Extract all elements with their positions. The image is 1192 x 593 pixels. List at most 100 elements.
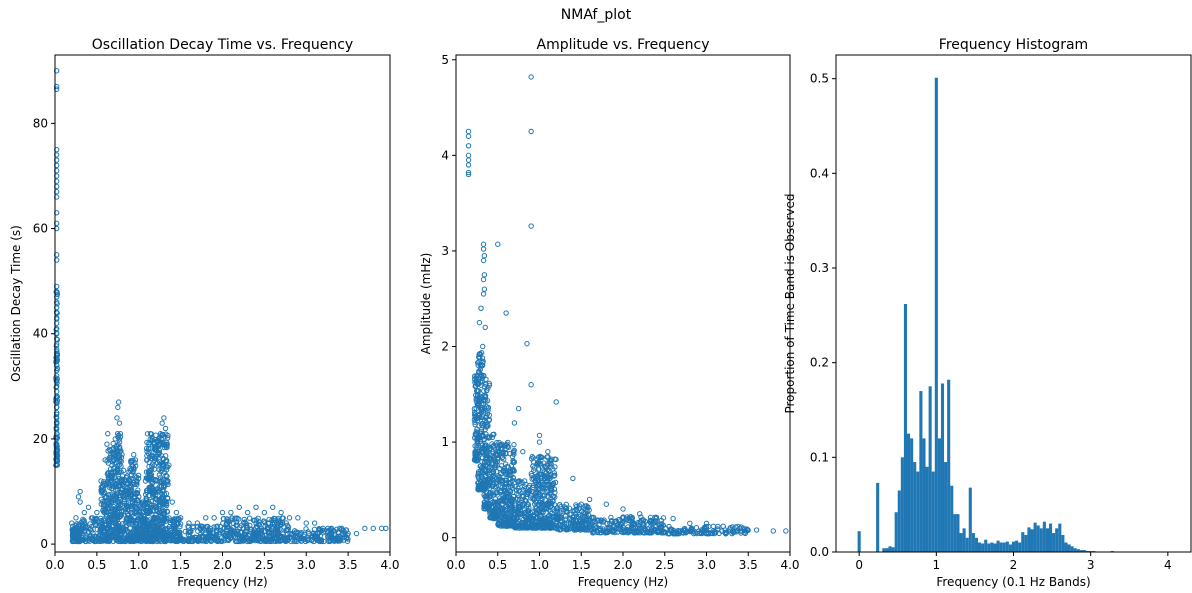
scatter-point-dense: [530, 484, 536, 491]
scatter-point-dense: [499, 485, 505, 491]
x-tick-label: 0.0: [446, 558, 465, 572]
scatter-point-dense: [496, 521, 503, 527]
scatter-point-dense: [595, 517, 601, 523]
scatter-point: [116, 420, 123, 426]
scatter-point-dense: [255, 515, 261, 522]
scatter-point-dense: [481, 392, 488, 399]
scatter-point-dense: [558, 503, 564, 510]
scatter-point-dense: [119, 530, 125, 537]
scatter-point-dense: [334, 526, 340, 533]
scatter-point: [53, 294, 60, 300]
scatter-point-dense: [111, 475, 118, 481]
scatter-point-dense: [481, 477, 488, 484]
scatter-point-dense: [543, 524, 549, 531]
scatter-point: [136, 494, 142, 500]
scatter-point-dense: [553, 456, 559, 463]
y-tick-label: 0.4: [810, 166, 829, 180]
scatter-point-dense: [487, 473, 493, 480]
scatter-point: [161, 415, 167, 421]
scatter-point-dense: [516, 525, 523, 531]
scatter-point-dense: [617, 524, 624, 530]
scatter-point-dense: [542, 504, 548, 511]
scatter-point-dense: [247, 528, 253, 535]
scatter-point-dense: [145, 521, 152, 527]
scatter-point: [132, 457, 139, 463]
scatter-point-dense: [701, 530, 707, 536]
scatter-point-dense: [710, 523, 717, 530]
scatter-point-dense: [498, 513, 504, 520]
chart-title: Oscillation Decay Time vs. Frequency: [92, 37, 353, 53]
scatter-point-dense: [148, 502, 155, 509]
scatter-point: [536, 432, 543, 439]
scatter-point-dense: [114, 466, 120, 472]
histogram-bar: [1067, 544, 1071, 552]
scatter-point-dense: [489, 434, 496, 440]
scatter-point-dense: [113, 469, 119, 475]
scatter-point-dense: [545, 474, 552, 481]
scatter-point-dense: [529, 521, 535, 528]
scatter-point-dense: [480, 358, 486, 364]
scatter-point: [85, 504, 92, 510]
scatter-point-dense: [485, 385, 491, 391]
scatter-point-dense: [480, 408, 486, 414]
scatter-point-dense: [160, 496, 167, 502]
scatter-point-dense: [529, 454, 536, 460]
x-tick-label: 2.0: [213, 558, 232, 572]
x-tick-label: 3.0: [697, 558, 716, 572]
scatter-point-dense: [480, 463, 487, 469]
scatter-point-dense: [538, 454, 544, 460]
scatter-point-dense: [279, 520, 286, 526]
scatter-point-dense: [104, 471, 111, 477]
scatter-point: [53, 168, 60, 174]
scatter-point: [637, 511, 643, 517]
scatter-point-dense: [172, 538, 179, 545]
x-axis-label: Frequency (Hz): [177, 575, 268, 589]
scatter-point-dense: [318, 537, 324, 544]
histogram-bar: [1005, 541, 1009, 552]
scatter-point: [465, 162, 472, 168]
scatter-point-dense: [481, 499, 487, 506]
scatter-point: [102, 457, 108, 463]
scatter-point-dense: [118, 512, 125, 518]
scatter-point-dense: [495, 514, 501, 520]
scatter-point-dense: [519, 479, 525, 485]
scatter-point: [670, 515, 676, 522]
scatter-point-dense: [161, 538, 168, 544]
scatter-point: [117, 430, 124, 437]
scatter-point-dense: [87, 533, 94, 539]
scatter-point: [53, 68, 60, 74]
y-tick-label: 80: [33, 116, 48, 130]
scatter-point-dense: [113, 487, 119, 494]
histogram-bar: [1027, 527, 1031, 552]
scatter-point-dense: [521, 478, 528, 484]
scatter-point-dense: [246, 515, 253, 521]
scatter-point-dense: [116, 444, 123, 450]
histogram-bar: [984, 539, 988, 552]
scatter-point-dense: [573, 504, 580, 510]
scatter-point: [545, 448, 551, 455]
scatter-point: [478, 305, 484, 311]
scatter-point-dense: [263, 538, 269, 545]
scatter-point-dense: [116, 505, 122, 511]
y-tick-label: 5: [441, 53, 449, 67]
scatter-point-dense: [126, 537, 132, 543]
scatter-point: [337, 525, 343, 532]
scatter-point-dense: [116, 439, 123, 445]
scatter-point-dense: [92, 522, 99, 528]
histogram-bar: [1076, 549, 1080, 552]
scatter-point-dense: [93, 515, 99, 522]
scatter-point-dense: [119, 477, 126, 483]
scatter-point-dense: [136, 509, 143, 515]
y-tick-label: 0: [441, 531, 449, 545]
scatter-point: [151, 441, 157, 447]
scatter-point-dense: [544, 454, 550, 460]
scatter-point-dense: [644, 526, 651, 532]
scatter-point: [173, 509, 180, 516]
scatter-point-dense: [502, 461, 509, 467]
scatter-point-dense: [114, 442, 120, 449]
axes-frame: [54, 54, 391, 553]
scatter-point: [53, 304, 60, 311]
histogram-bar: [1015, 540, 1019, 552]
scatter-point-dense: [488, 507, 494, 514]
scatter-point-dense: [198, 523, 204, 529]
